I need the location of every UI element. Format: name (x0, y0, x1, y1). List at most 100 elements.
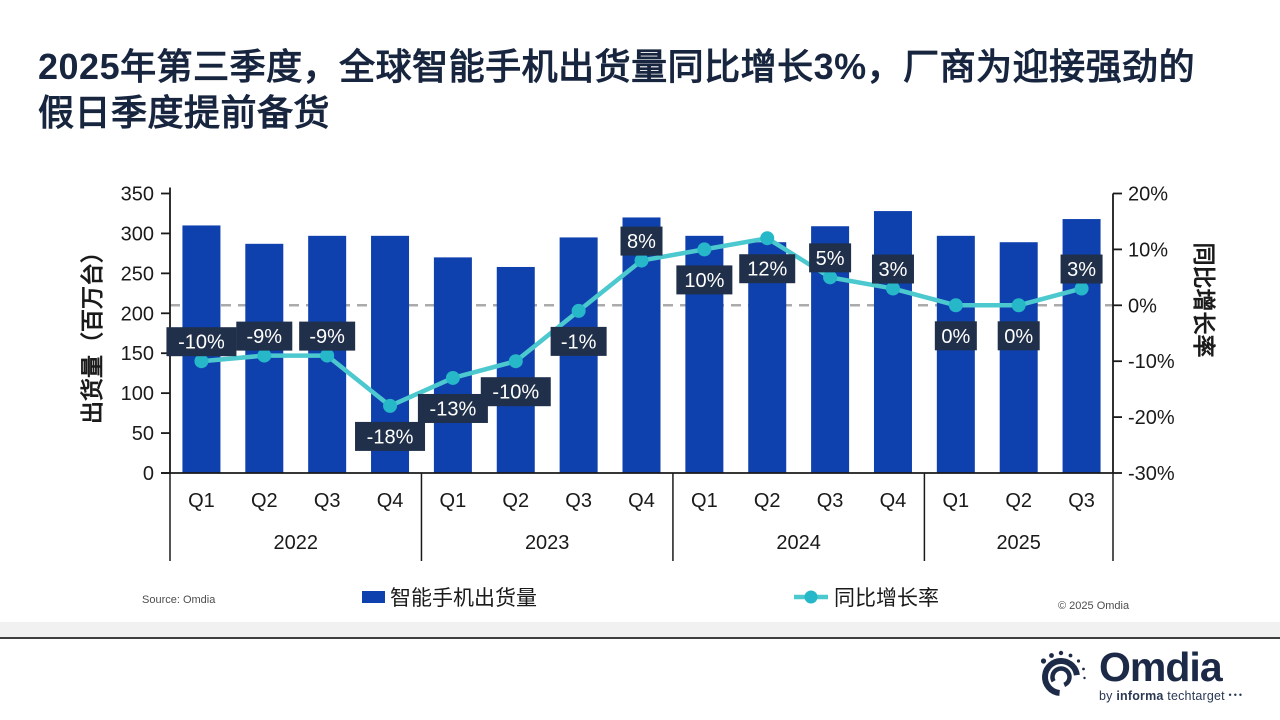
legend-item-shipments: 智能手机出货量 (362, 582, 537, 612)
omdia-logo-icon (1040, 650, 1086, 696)
growth-marker (257, 348, 272, 363)
growth-label: -9% (309, 326, 345, 348)
growth-label-box (997, 321, 1040, 351)
growth-label: -9% (247, 326, 283, 348)
quarter-label: Q4 (880, 490, 907, 512)
growth-label-box (236, 321, 293, 351)
left-axis-tick-label: 0 (143, 463, 154, 485)
growth-marker (634, 253, 649, 268)
growth-marker (1011, 298, 1026, 313)
quarter-label: Q2 (1005, 490, 1032, 512)
byline-dots-icon: ••• (1228, 690, 1244, 701)
year-label: 2023 (525, 532, 570, 554)
growth-label-box (934, 321, 977, 351)
left-axis-tick-label: 100 (121, 383, 154, 405)
quarter-label: Q1 (440, 490, 467, 512)
legend-growth-label: 同比增长率 (834, 587, 939, 610)
page-title: 2025年第三季度，全球智能手机出货量同比增长3%，厂商为迎接强劲的 假日季度提… (38, 44, 1248, 136)
quarter-label: Q2 (251, 490, 278, 512)
growth-label-box (871, 254, 914, 284)
growth-label: -10% (492, 382, 539, 404)
growth-marker (697, 242, 712, 257)
left-axis-tick-label: 150 (121, 343, 154, 365)
bar-swatch-icon (362, 591, 385, 603)
quarter-label: Q3 (314, 490, 341, 512)
shipment-bar (433, 257, 472, 473)
line-marker-icon (794, 590, 828, 604)
growth-label: -1% (561, 331, 597, 353)
right-axis-title: 同比增长率 (1191, 243, 1217, 358)
growth-label: 0% (941, 326, 970, 348)
page-title-line1: 2025年第三季度，全球智能手机出货量同比增长3%，厂商为迎接强劲的 (38, 46, 1196, 87)
quarter-label: Q3 (565, 490, 592, 512)
left-axis-tick-label: 250 (121, 263, 154, 285)
quarter-label: Q3 (817, 490, 844, 512)
legend-item-growth: 同比增长率 (793, 582, 939, 612)
right-axis-tick-label: 20% (1128, 184, 1168, 206)
left-axis-tick-label: 200 (121, 303, 154, 325)
quarter-label: Q1 (188, 490, 215, 512)
omdia-name: Omdia (1099, 644, 1223, 691)
growth-label: 12% (747, 259, 787, 281)
quarter-label: Q3 (1068, 490, 1095, 512)
shipment-bar (873, 211, 912, 473)
year-label: 2025 (996, 532, 1041, 554)
legend-shipments-label: 智能手机出货量 (390, 587, 537, 610)
right-axis-tick-label: -20% (1128, 407, 1175, 429)
left-axis-tick-label: 350 (121, 184, 154, 206)
growth-label: 3% (1067, 259, 1096, 281)
growth-label-box (417, 393, 488, 423)
growth-label: 3% (879, 259, 908, 281)
growth-label-box (809, 243, 852, 273)
growth-label-box (299, 321, 356, 351)
growth-marker (823, 270, 838, 285)
right-axis-tick-label: 10% (1128, 239, 1168, 261)
omdia-logo-text: Omdia by informa techtarget ••• (1099, 647, 1244, 703)
shipment-bar (496, 266, 535, 473)
growth-marker (1074, 281, 1089, 296)
growth-marker (760, 231, 775, 246)
year-label: 2022 (273, 532, 318, 554)
shipment-bar (999, 242, 1038, 473)
byline-by: by (1099, 689, 1113, 704)
footer-divider (0, 622, 1280, 639)
right-axis-tick-label: -10% (1128, 351, 1175, 373)
growth-marker (383, 398, 398, 413)
growth-label: 8% (627, 231, 656, 253)
growth-marker (508, 354, 523, 369)
growth-marker (445, 370, 460, 385)
growth-label-box (739, 254, 796, 284)
growth-label-box (355, 421, 426, 451)
growth-label-box (166, 327, 237, 357)
growth-label-box (480, 377, 551, 407)
left-axis-tick-label: 300 (121, 223, 154, 245)
growth-label-box (550, 326, 607, 356)
quarter-label: Q4 (628, 490, 655, 512)
growth-marker (885, 281, 900, 296)
page-title-line2: 假日季度提前备货 (38, 92, 331, 133)
growth-label: 5% (816, 248, 845, 270)
growth-marker (194, 354, 209, 369)
quarter-label: Q2 (502, 490, 529, 512)
omdia-logo-byline: by informa techtarget ••• (1099, 690, 1244, 703)
growth-marker (948, 298, 963, 313)
growth-label-box (620, 226, 663, 256)
quarter-label: Q1 (942, 490, 969, 512)
growth-label: 0% (1004, 326, 1033, 348)
growth-marker (571, 303, 586, 318)
shipment-bar (936, 235, 975, 473)
growth-marker (320, 348, 335, 363)
growth-label-box (1060, 254, 1103, 284)
copyright-note: © 2025 Omdia (1058, 600, 1130, 612)
chart-legend: 智能手机出货量 同比增长率 (0, 580, 1280, 610)
growth-label: 10% (684, 270, 724, 292)
omdia-logo: Omdia by informa techtarget ••• (1032, 646, 1244, 704)
quarter-label: Q2 (754, 490, 781, 512)
source-note: Source: Omdia (142, 594, 216, 606)
growth-label-box (676, 265, 733, 295)
year-label: 2024 (776, 532, 821, 554)
byline-brand: informa (1116, 689, 1164, 704)
quarter-label: Q4 (377, 490, 404, 512)
right-axis-tick-label: -30% (1128, 463, 1175, 485)
